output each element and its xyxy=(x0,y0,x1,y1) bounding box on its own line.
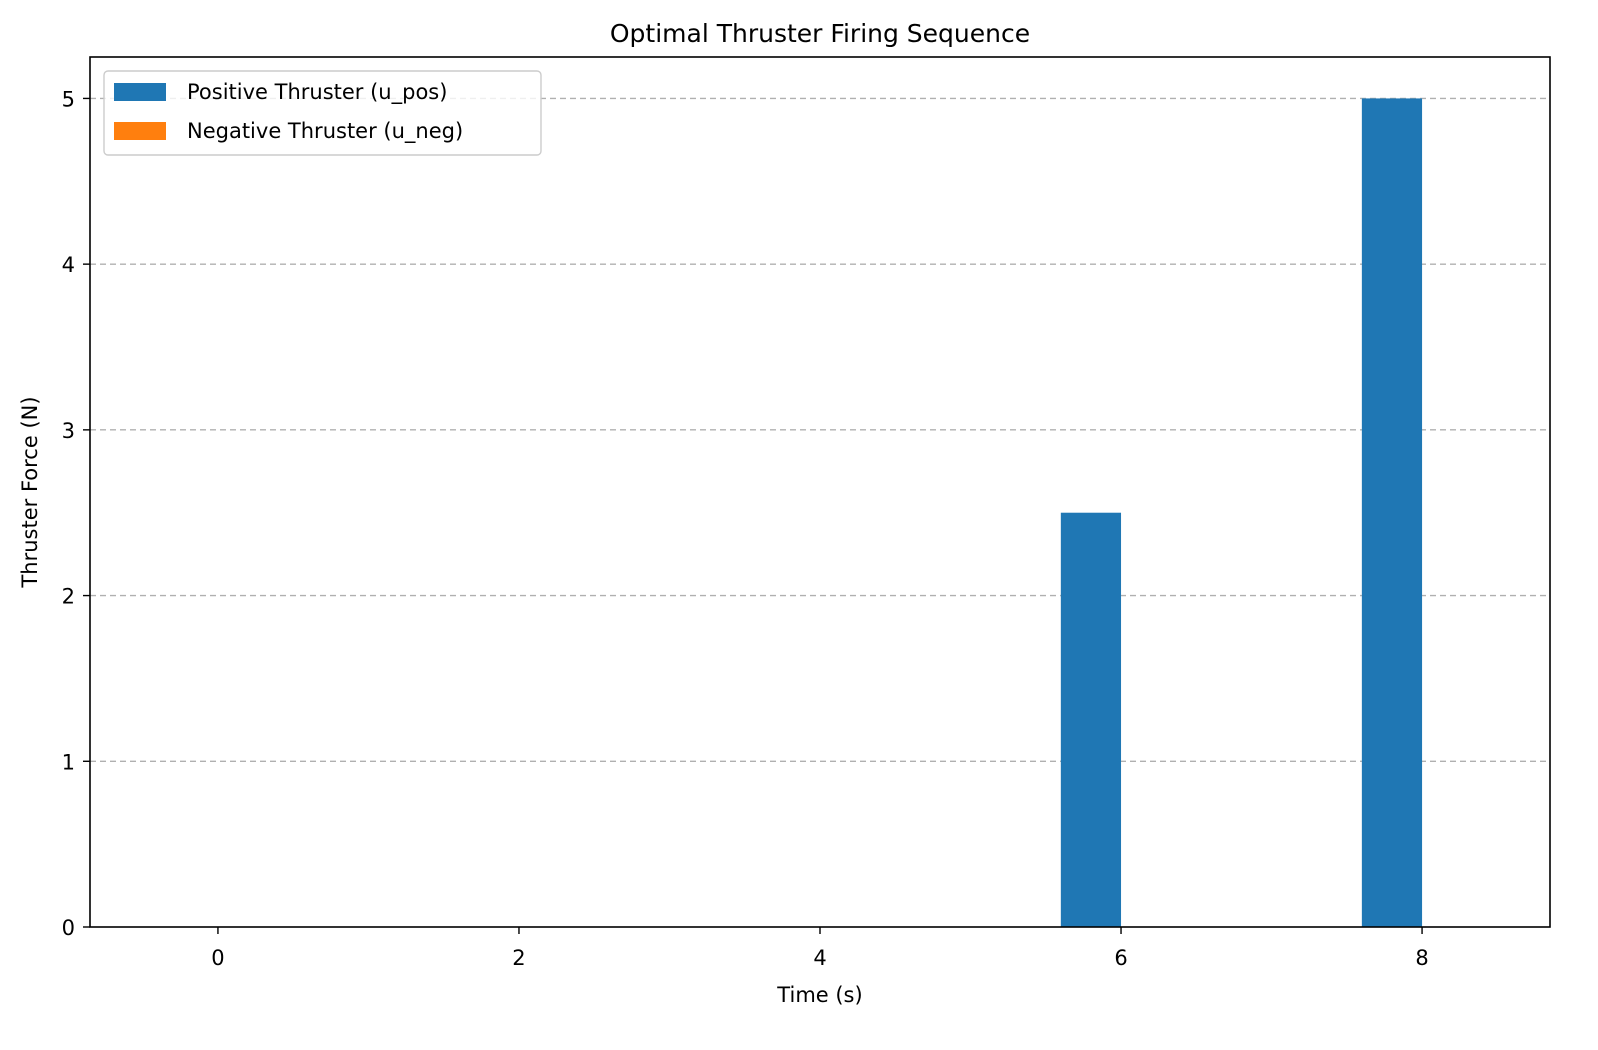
y-tick-label-1: 1 xyxy=(62,750,75,774)
bars xyxy=(1060,98,1423,927)
x-tick-label-4: 4 xyxy=(813,946,826,970)
x-tick-label-8: 8 xyxy=(1415,946,1428,970)
y-tick-label-5: 5 xyxy=(62,87,75,111)
bar-positive-t8 xyxy=(1361,98,1423,927)
y-tick-label-0: 0 xyxy=(62,916,75,940)
x-axis-ticks: 0 2 4 6 8 xyxy=(211,927,1429,970)
x-tick-label-2: 2 xyxy=(512,946,525,970)
chart-title: Optimal Thruster Firing Sequence xyxy=(610,19,1030,48)
legend: Positive Thruster (u_pos) Negative Thrus… xyxy=(103,70,542,156)
legend-label-negative: Negative Thruster (u_neg) xyxy=(187,119,463,144)
y-tick-label-4: 4 xyxy=(62,253,75,277)
y-tick-label-3: 3 xyxy=(62,419,75,443)
y-tick-label-2: 2 xyxy=(62,585,75,609)
legend-box xyxy=(103,70,542,156)
legend-swatch-positive xyxy=(114,83,166,101)
x-tick-label-6: 6 xyxy=(1114,946,1127,970)
x-tick-label-0: 0 xyxy=(211,946,224,970)
legend-label-positive: Positive Thruster (u_pos) xyxy=(187,80,447,105)
grid-lines xyxy=(90,97,1550,762)
y-axis-ticks: 0 1 2 3 4 5 xyxy=(62,87,90,940)
y-axis-label: Thruster Force (N) xyxy=(18,396,42,588)
legend-swatch-negative xyxy=(114,122,166,140)
x-axis-label: Time (s) xyxy=(776,983,862,1007)
bar-positive-t6 xyxy=(1060,512,1122,927)
